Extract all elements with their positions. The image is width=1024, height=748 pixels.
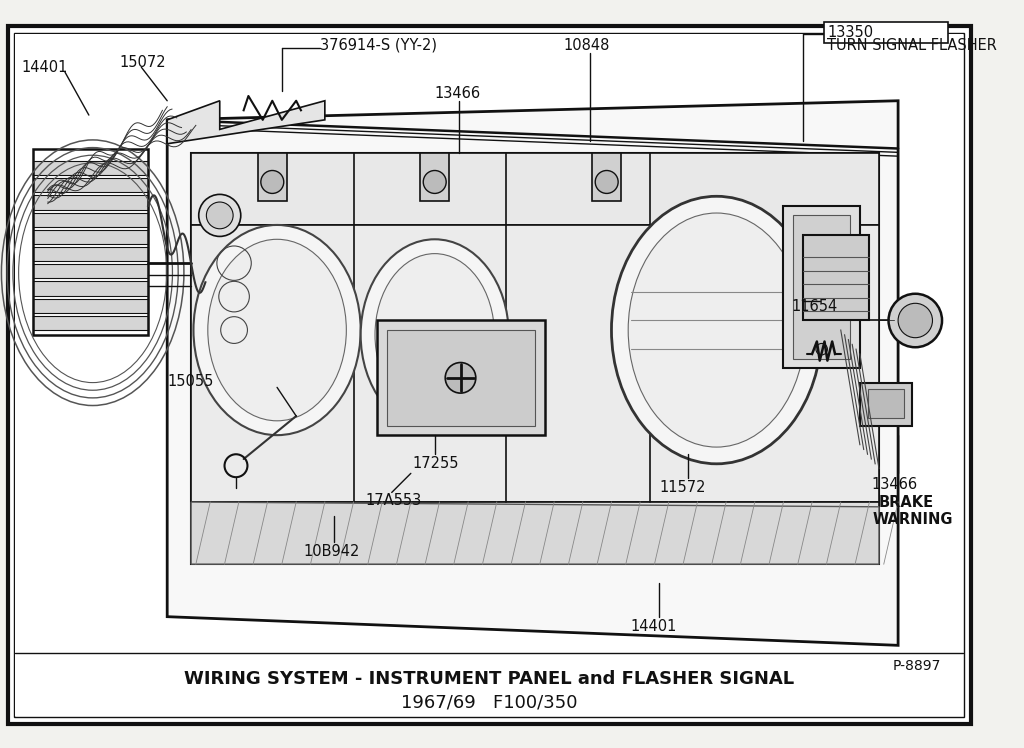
Text: WIRING SYSTEM - INSTRUMENT PANEL and FLASHER SIGNAL: WIRING SYSTEM - INSTRUMENT PANEL and FLA… [184,669,795,687]
Text: COM: COM [593,288,840,410]
Text: 15072: 15072 [120,55,166,70]
Bar [793,215,850,359]
Polygon shape [167,101,325,144]
Circle shape [445,363,476,393]
Text: FOR: FOR [89,371,331,499]
Text: THE '67-: THE '67- [51,505,369,613]
Ellipse shape [360,239,509,430]
Bar [378,320,545,435]
Ellipse shape [375,254,495,416]
Text: 14401: 14401 [631,619,677,634]
Text: 17255: 17255 [413,456,459,471]
Ellipse shape [628,213,805,447]
Bar [34,298,148,313]
Bar [387,330,535,426]
Text: 11654: 11654 [792,298,838,313]
Bar [592,153,621,201]
Ellipse shape [611,196,821,464]
Bar [34,195,148,209]
Ellipse shape [194,225,360,435]
Bar [803,235,869,320]
Bar [823,22,948,43]
Bar [34,230,148,244]
Bar [191,225,879,502]
Text: 376914-S (YY-2): 376914-S (YY-2) [321,38,437,53]
Bar [34,149,148,335]
Bar [783,206,860,368]
Text: 15055: 15055 [167,374,214,389]
Bar [867,389,904,418]
Circle shape [889,294,942,347]
Circle shape [423,171,446,194]
Bar [860,382,912,426]
Text: SOURCE: SOURCE [654,390,912,479]
Bar [34,316,148,330]
Bar [34,178,148,192]
Text: 13466: 13466 [435,85,481,101]
Text: 13466: 13466 [871,477,918,492]
Circle shape [816,343,827,355]
Circle shape [816,295,827,307]
Circle shape [261,171,284,194]
Circle shape [898,303,933,337]
Text: 11572: 11572 [659,480,706,495]
Polygon shape [191,502,879,564]
Bar [34,281,148,295]
Text: P-8897: P-8897 [893,659,941,673]
Polygon shape [167,101,898,646]
Text: 14401: 14401 [22,60,68,75]
Bar [421,153,450,201]
Text: BRAKE: BRAKE [879,494,934,509]
Text: 1967/69   F100/350: 1967/69 F100/350 [401,693,578,711]
Circle shape [199,194,241,236]
Text: TRUCKS: TRUCKS [293,465,625,578]
Bar [191,502,879,564]
Bar [191,153,879,564]
Circle shape [207,202,233,229]
Text: 13350: 13350 [827,25,873,40]
Bar [34,247,148,261]
Circle shape [816,248,827,260]
Bar [34,161,148,175]
Bar [258,153,287,201]
Bar [191,153,879,225]
Text: 10848: 10848 [563,38,610,53]
Bar [34,212,148,227]
Text: 17A553: 17A553 [365,493,421,508]
Text: '92: '92 [264,557,385,638]
Text: TURN SIGNAL FLASHER: TURN SIGNAL FLASHER [827,38,997,53]
Ellipse shape [208,239,346,421]
Bar [34,264,148,278]
Circle shape [595,171,618,194]
Text: 10B942: 10B942 [304,545,360,560]
Text: WARNING: WARNING [872,512,952,527]
